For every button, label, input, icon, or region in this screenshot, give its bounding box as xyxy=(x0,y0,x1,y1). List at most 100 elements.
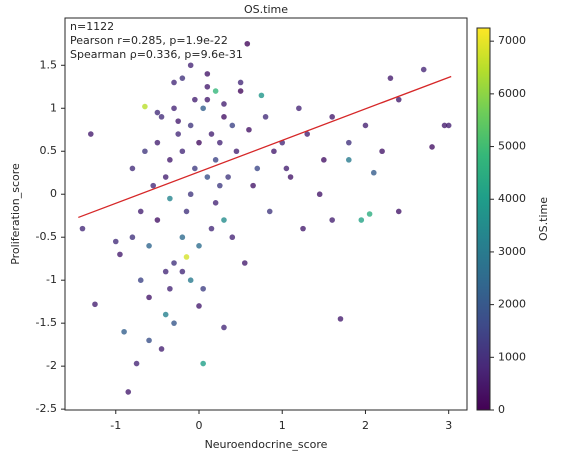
colorbar-tick-label: 7000 xyxy=(498,34,526,47)
point xyxy=(250,182,256,189)
point xyxy=(420,66,427,73)
colorbar-tick-label: 3000 xyxy=(498,245,526,258)
point xyxy=(162,311,169,318)
point xyxy=(137,208,144,215)
point xyxy=(137,277,144,283)
point xyxy=(187,277,194,283)
point xyxy=(283,165,290,172)
point xyxy=(146,243,152,249)
point xyxy=(429,144,435,150)
point xyxy=(217,139,223,146)
x-axis-label: Neuroendocrine_score xyxy=(205,438,328,451)
point xyxy=(121,328,127,335)
point xyxy=(162,174,169,180)
point xyxy=(208,131,215,137)
annotation: Pearson r=0.285, p=1.9e-22 xyxy=(70,34,228,47)
colorbar-tick-label: 2000 xyxy=(498,298,526,311)
x-tick-label: 0 xyxy=(196,419,203,432)
point xyxy=(208,225,215,232)
y-tick-label: -0.5 xyxy=(36,230,57,243)
x-tick-label: -1 xyxy=(110,419,121,432)
chart-title: OS.time xyxy=(244,3,288,16)
point xyxy=(204,83,211,90)
point xyxy=(154,139,161,146)
point xyxy=(133,360,140,367)
annotation: n=1122 xyxy=(70,20,114,33)
point xyxy=(179,75,186,81)
point xyxy=(316,191,323,198)
point xyxy=(117,251,123,258)
point xyxy=(300,225,306,232)
point xyxy=(200,360,206,367)
point xyxy=(200,285,206,292)
point xyxy=(179,234,186,241)
point xyxy=(266,208,273,215)
point xyxy=(175,118,181,124)
plot-frame xyxy=(64,17,468,411)
point xyxy=(129,165,136,172)
point xyxy=(204,71,211,77)
point xyxy=(321,157,327,163)
point xyxy=(221,217,227,223)
point xyxy=(167,285,173,292)
point xyxy=(271,148,277,155)
point xyxy=(337,316,344,322)
point xyxy=(196,303,202,309)
y-tick-label: 1 xyxy=(50,101,57,114)
y-tick-label: -1 xyxy=(46,273,57,286)
point xyxy=(154,217,161,223)
point xyxy=(229,122,236,129)
colorbar-tick-label: 6000 xyxy=(498,87,526,100)
point xyxy=(171,79,177,86)
x-tick-label: 1 xyxy=(279,419,286,432)
point xyxy=(379,148,385,155)
point xyxy=(171,260,177,266)
colorbar-label: OS.time xyxy=(537,197,550,241)
point xyxy=(175,131,181,137)
regression-line xyxy=(78,75,452,219)
colorbar-tick-label: 4000 xyxy=(498,192,526,205)
point xyxy=(254,165,261,172)
y-tick-label: -2 xyxy=(46,359,57,372)
point xyxy=(387,75,394,81)
point xyxy=(362,122,369,129)
colorbar-tick-label: 0 xyxy=(498,403,505,416)
point xyxy=(229,234,236,241)
point xyxy=(171,105,177,112)
point xyxy=(237,88,244,94)
point xyxy=(196,139,202,146)
point xyxy=(241,260,248,266)
point xyxy=(329,114,335,120)
point xyxy=(221,101,227,107)
point xyxy=(233,148,240,155)
annotation: Spearman ρ=0.336, p=9.6e-31 xyxy=(70,48,243,61)
point xyxy=(167,157,173,163)
point xyxy=(237,79,244,86)
point xyxy=(154,109,161,116)
point xyxy=(179,148,186,155)
x-tick-label: 3 xyxy=(445,419,452,432)
point xyxy=(142,148,148,155)
point xyxy=(212,88,219,94)
point xyxy=(79,225,86,232)
point xyxy=(187,62,194,69)
point xyxy=(221,324,227,331)
point xyxy=(304,131,310,137)
point xyxy=(395,208,402,215)
point xyxy=(187,191,194,198)
y-tick-label: -1.5 xyxy=(36,316,57,329)
point xyxy=(125,389,132,395)
point xyxy=(329,217,335,223)
point xyxy=(158,114,165,120)
point xyxy=(183,208,190,215)
x-tick-label: 2 xyxy=(362,419,369,432)
point xyxy=(162,268,169,275)
colorbar-tick-label: 5000 xyxy=(498,140,526,153)
point xyxy=(366,211,373,217)
point xyxy=(158,346,165,352)
y-tick-label: 1.5 xyxy=(40,58,58,71)
y-tick-label: 0 xyxy=(50,187,57,200)
point xyxy=(196,243,202,249)
point xyxy=(200,105,206,112)
